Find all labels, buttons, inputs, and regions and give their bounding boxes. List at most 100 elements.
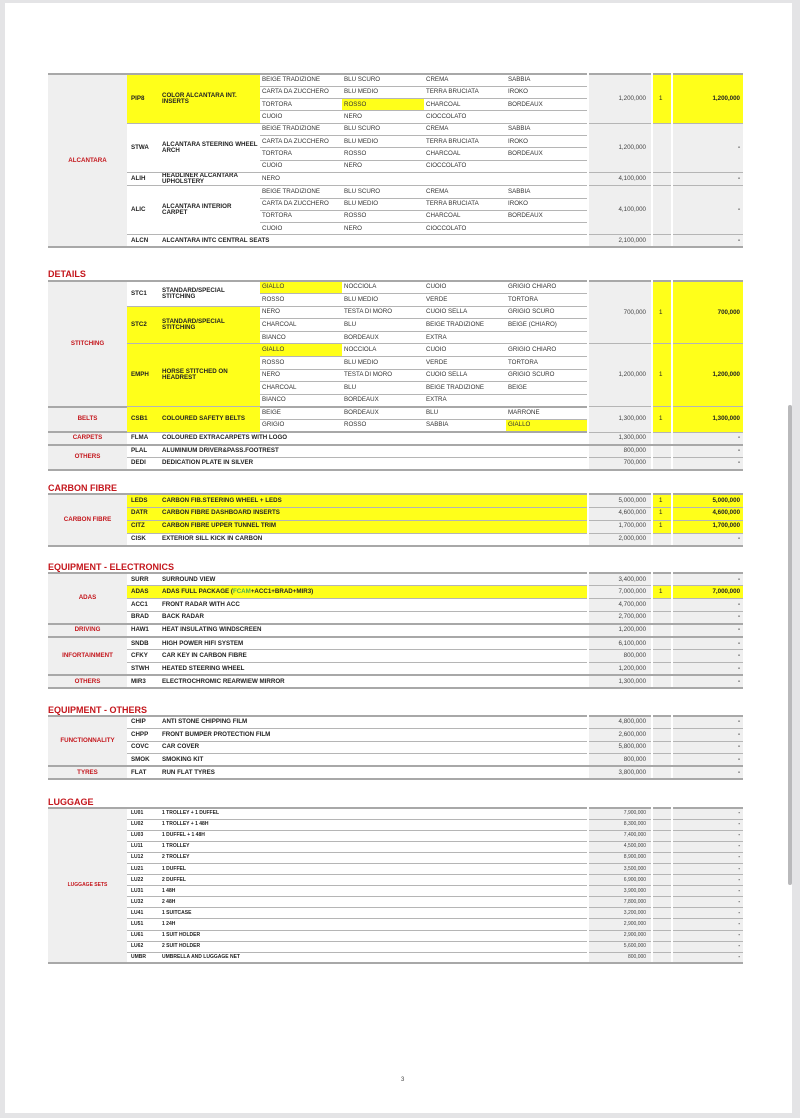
table-row[interactable]: OTHERS PLAL ALUMINIUM DRIVER&PASS.FOOTREST… — [48, 444, 743, 471]
table-row[interactable]: FUNCTIONNALITY CHIP ANTI STONE CHIPPING FI… — [48, 716, 744, 768]
color-option[interactable]: BORDEAUX — [342, 406, 424, 421]
color-option[interactable]: CHARCOAL — [260, 318, 342, 332]
table-row[interactable]: LU11 1 TROLLEY 4,500,000 - — [48, 841, 744, 853]
color-option[interactable]: BLU SCURO — [342, 185, 424, 199]
color-option[interactable]: TORTORA — [260, 210, 342, 224]
table-row[interactable]: CITZ CARBON FIBRE UPPER TUNNEL TRIM 1,700,… — [48, 520, 744, 534]
color-option[interactable]: BLU MEDIO — [342, 293, 424, 307]
color-option[interactable]: BORDEAUX — [342, 394, 424, 408]
color-option[interactable]: BEIGE TRADIZIONE — [260, 123, 342, 136]
color-option[interactable]: SABBIA — [506, 123, 588, 136]
table-row[interactable]: CHARCOAL BLU BEIGE TRADIZIONE BEIGE (CHIARO… — [48, 318, 743, 332]
table-row[interactable]: DRIVING HAW1 HEAT INSULATING WINDSCREEN 1,2… — [48, 624, 744, 638]
table-row[interactable]: LUGGAGE SETS LU01 1 TROLLEY + 1 DUFFEL 7,90… — [48, 808, 744, 965]
table-row[interactable]: LU02 1 TROLLEY + 1 48H 8,300,000 - — [48, 819, 744, 831]
color-option[interactable]: CREMA — [424, 123, 506, 136]
table-row[interactable]: ALCANTARA PIP8 COLOR ALCANTARA INT. INSERT… — [48, 74, 743, 249]
color-option[interactable]: CARTA DA ZUCCHERO — [260, 198, 342, 211]
table-row[interactable]: BIANCO BORDEAUX EXTRA — [48, 331, 743, 345]
table-row[interactable]: CUOIO NERO CIOCCOLATO — [48, 160, 743, 173]
color-option[interactable]: ROSSO — [342, 419, 424, 434]
table-row[interactable]: ADAS ADAS FULL PACKAGE (FCAM+ACC1+BRAD+MI… — [48, 585, 744, 600]
table-row[interactable]: CARTA DA ZUCCHERO BLU MEDIO TERRA BRUCIATA… — [48, 135, 743, 149]
table-row[interactable]: OTHERS MIR3 ELECTROCHROMIC REARWIEW MIRROR… — [48, 675, 744, 690]
table-row[interactable]: CFKY CAR KEY IN CARBON FIBRE 800,000 - — [48, 649, 744, 664]
table-row[interactable]: STC2 STANDARD/SPECIAL STITCHING NERO TESTA … — [48, 306, 743, 345]
color-option[interactable]: BLU — [342, 318, 424, 332]
color-option-selected[interactable]: ROSSO — [342, 98, 424, 112]
color-option[interactable]: TERRA BRUCIATA — [424, 198, 506, 211]
color-option[interactable]: CREMA — [424, 74, 506, 87]
color-option[interactable]: NERO — [342, 160, 424, 173]
table-row[interactable]: CARTA DA ZUCCHERO BLU MEDIO TERRA BRUCIATA… — [48, 198, 743, 211]
table-row[interactable]: LU21 1 DUFFEL 3,500,000 - — [48, 863, 744, 876]
color-option[interactable]: BLU MEDIO — [342, 198, 424, 211]
table-row[interactable]: CUOIO NERO CIOCCOLATO — [48, 222, 743, 236]
color-option[interactable]: NERO — [260, 172, 342, 187]
table-row[interactable]: TORTORA ROSSO CHARCOAL BORDEAUX — [48, 210, 743, 224]
table-row[interactable]: STWH HEATED STEERING WHEEL 1,200,000 - — [48, 662, 744, 677]
color-option[interactable]: CUOIO SELLA — [424, 369, 506, 383]
table-row[interactable]: LU12 2 TROLLEY 8,900,000 - — [48, 852, 744, 864]
color-option[interactable]: BLU SCURO — [342, 123, 424, 136]
color-option[interactable]: BORDEAUX — [342, 331, 424, 345]
color-option[interactable]: NOCCIOLA — [342, 343, 424, 358]
color-option[interactable]: NERO — [260, 306, 342, 320]
color-option[interactable]: VERDE — [424, 356, 506, 370]
table-row[interactable]: CHARCOAL BLU BEIGE TRADIZIONE BEIGE — [48, 381, 743, 395]
color-option[interactable]: ROSSO — [342, 210, 424, 224]
table-row[interactable]: BRAD BACK RADAR 2,700,000 - — [48, 611, 744, 626]
color-option[interactable]: NERO — [260, 369, 342, 383]
color-option[interactable]: CARTA DA ZUCCHERO — [260, 135, 342, 149]
table-row[interactable]: GRIGIO ROSSO SABBIA GIALLO — [48, 419, 743, 434]
color-option[interactable]: CUOIO — [260, 160, 342, 173]
color-option[interactable]: BLU MEDIO — [342, 135, 424, 149]
table-row[interactable]: CARBON FIBRE LEDS CARBON FIB.STEERING WHEE… — [48, 494, 744, 547]
table-row[interactable]: LU22 2 DUFFEL 6,900,000 - — [48, 874, 744, 887]
color-option[interactable]: BORDEAUX — [506, 210, 588, 224]
color-option[interactable]: BEIGE TRADIZIONE — [424, 381, 506, 395]
color-option[interactable]: TORTORA — [506, 293, 588, 307]
color-option[interactable]: CHARCOAL — [424, 98, 506, 112]
color-option[interactable]: BORDEAUX — [506, 147, 588, 161]
color-option[interactable]: BEIGE TRADIZIONE — [424, 318, 506, 332]
table-row[interactable]: STWA ALCANTARA STEERING WHEEL ARCH BEIGE T… — [48, 123, 743, 173]
color-option[interactable]: BLU MEDIO — [342, 86, 424, 100]
color-option[interactable]: TORTORA — [260, 98, 342, 112]
table-row[interactable]: CARTA DA ZUCCHERO BLU MEDIO TERRA BRUCIATA… — [48, 86, 743, 100]
color-option[interactable]: SABBIA — [506, 185, 588, 199]
color-option[interactable]: TESTA DI MORO — [342, 306, 424, 320]
color-option[interactable]: BEIGE TRADIZIONE — [260, 74, 342, 87]
color-option[interactable]: CIOCCOLATO — [424, 222, 506, 236]
color-option[interactable]: IROKO — [506, 135, 588, 149]
table-row[interactable]: DATR CARBON FIBRE DASHBOARD INSERTS 4,600,… — [48, 507, 744, 521]
table-row[interactable]: LU32 2 48H 7,800,000 - — [48, 896, 744, 909]
table-row[interactable]: LU61 1 SUIT HOLDER 2,900,000 - — [48, 930, 744, 942]
color-option[interactable]: GRIGIO CHIARO — [506, 281, 588, 295]
table-row[interactable]: BELTS CSB1 COLOURED SAFETY BELTS BEIGE BORDE… — [48, 406, 743, 434]
color-option-selected[interactable]: GIALLO — [506, 419, 588, 434]
color-option[interactable]: CHARCOAL — [424, 210, 506, 224]
table-row[interactable]: LU62 2 SUIT HOLDER 5,600,000 - — [48, 941, 744, 953]
color-option[interactable]: CUOIO — [424, 343, 506, 358]
color-option[interactable]: ROSSO — [260, 356, 342, 370]
color-option[interactable]: CARTA DA ZUCCHERO — [260, 86, 342, 100]
color-option[interactable]: EXTRA — [424, 394, 506, 408]
color-option[interactable]: BLU MEDIO — [342, 356, 424, 370]
color-option[interactable]: NERO — [342, 222, 424, 236]
table-row[interactable]: ALIC ALCANTARA INTERIOR CARPET BEIGE TRADI… — [48, 185, 743, 236]
color-option[interactable]: CHARCOAL — [260, 381, 342, 395]
color-option[interactable]: CUOIO — [260, 222, 342, 236]
table-row[interactable]: ADAS SURR SURROUND VIEW 3,400,000 - — [48, 573, 744, 626]
color-option[interactable]: EXTRA — [424, 331, 506, 345]
color-option[interactable]: TESTA DI MORO — [342, 369, 424, 383]
color-option-selected[interactable]: GIALLO — [260, 281, 342, 295]
color-option[interactable]: BEIGE TRADIZIONE — [260, 185, 342, 199]
table-row[interactable]: CISK EXTERIOR SILL KICK IN CARBON 2,000,00… — [48, 533, 744, 547]
table-row[interactable]: STITCHING STC1 STANDARD/SPECIAL STITCHING G… — [48, 281, 743, 408]
table-row[interactable]: EMPH HORSE STITCHED ON HEADREST GIALLO NOCC… — [48, 343, 743, 408]
color-option[interactable]: CUOIO — [424, 281, 506, 295]
color-option[interactable]: CREMA — [424, 185, 506, 199]
color-option[interactable]: NOCCIOLA — [342, 281, 424, 295]
table-row[interactable]: COVC CAR COVER 5,800,000 - — [48, 741, 744, 755]
